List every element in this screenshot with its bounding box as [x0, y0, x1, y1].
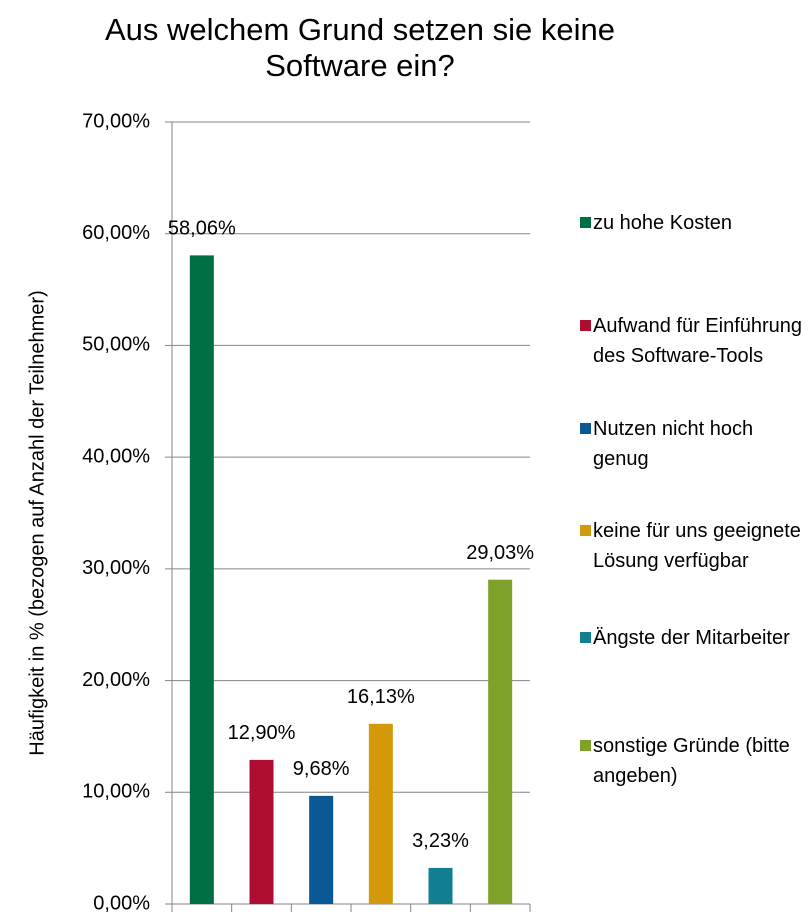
y-tick-label: 60,00% — [82, 222, 150, 244]
y-tick-label: 20,00% — [82, 669, 150, 691]
data-label: 3,23% — [412, 830, 469, 852]
legend-label: sonstige Gründe (bitte angeben) — [593, 735, 790, 787]
legend-label: zu hohe Kosten — [593, 212, 732, 234]
legend-swatch — [580, 423, 591, 434]
y-tick-label: 40,00% — [82, 445, 150, 467]
y-tick-label: 70,00% — [82, 110, 150, 132]
legend-swatch — [580, 217, 591, 228]
legend-entry: zu hohe Kosten — [580, 208, 808, 238]
y-tick-label: 0,00% — [93, 892, 150, 914]
y-tick-label: 50,00% — [82, 334, 150, 356]
legend-entry: Nutzen nicht hoch genug — [580, 414, 808, 474]
bar — [189, 255, 214, 905]
bar — [488, 579, 513, 904]
bar — [249, 759, 274, 904]
legend-entry: Ängste der Mitarbeiter — [580, 623, 808, 653]
y-tick-label: 10,00% — [82, 781, 150, 803]
legend-swatch — [580, 740, 591, 751]
legend-swatch — [580, 525, 591, 536]
data-label: 9,68% — [293, 758, 350, 780]
data-label: 29,03% — [466, 542, 534, 564]
legend-label: Nutzen nicht hoch genug — [593, 418, 754, 470]
legend-label: Ängste der Mitarbeiter — [593, 627, 790, 649]
y-axis-label: Häufigkeit in % (bezogen auf Anzahl der … — [26, 290, 48, 755]
legend-entry: Aufwand für Einführung des Software-Tool… — [580, 311, 808, 371]
legend-label: keine für uns geeignete Lösung verfügbar — [593, 520, 801, 572]
data-label: 16,13% — [347, 686, 415, 708]
legend-entry: keine für uns geeignete Lösung verfügbar — [580, 516, 808, 576]
legend-entry: sonstige Gründe (bitte angeben) — [580, 731, 808, 791]
bar — [428, 867, 453, 904]
bar — [368, 723, 393, 904]
bar — [309, 795, 334, 904]
legend-swatch — [580, 320, 591, 331]
chart-title: Aus welchem Grund setzen sie keine Softw… — [104, 12, 616, 83]
data-label: 58,06% — [168, 218, 236, 240]
data-label: 12,90% — [228, 722, 296, 744]
legend-swatch — [580, 632, 591, 643]
legend-label: Aufwand für Einführung des Software-Tool… — [593, 315, 803, 367]
y-tick-label: 30,00% — [82, 557, 150, 579]
